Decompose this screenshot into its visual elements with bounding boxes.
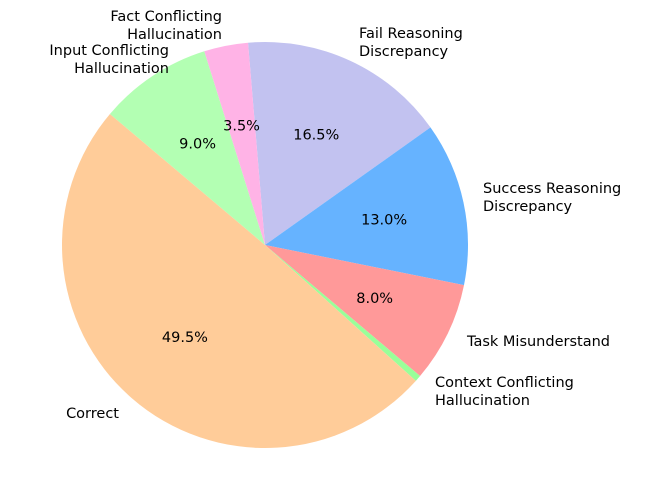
slice-label: Correct bbox=[66, 406, 119, 422]
slice-label: Success Reasoning Discrepancy bbox=[483, 181, 621, 215]
slice-percent: 3.5% bbox=[223, 118, 260, 134]
slice-label: Task Misunderstand bbox=[466, 334, 610, 350]
pie-slice bbox=[265, 245, 421, 381]
slice-label: Context Conflicting Hallucination bbox=[435, 375, 574, 409]
pie-slice bbox=[248, 41, 431, 245]
slice-percent: 9.0% bbox=[179, 137, 216, 153]
pie-slice bbox=[109, 51, 266, 245]
slice-percent: 13.0% bbox=[361, 213, 407, 229]
pie-slice bbox=[204, 42, 265, 246]
slice-percent: 49.5% bbox=[162, 330, 208, 346]
pie-slice bbox=[62, 113, 416, 448]
slice-percent: 16.5% bbox=[293, 128, 339, 144]
slice-label: Input Conflicting Hallucination bbox=[49, 43, 169, 77]
pie-slice bbox=[265, 127, 469, 286]
pie-slice bbox=[265, 245, 464, 377]
slice-percent: 8.0% bbox=[356, 291, 393, 307]
slice-label: Fact Conflicting Hallucination bbox=[110, 9, 222, 43]
slice-label: Fail Reasoning Discrepancy bbox=[359, 26, 463, 60]
